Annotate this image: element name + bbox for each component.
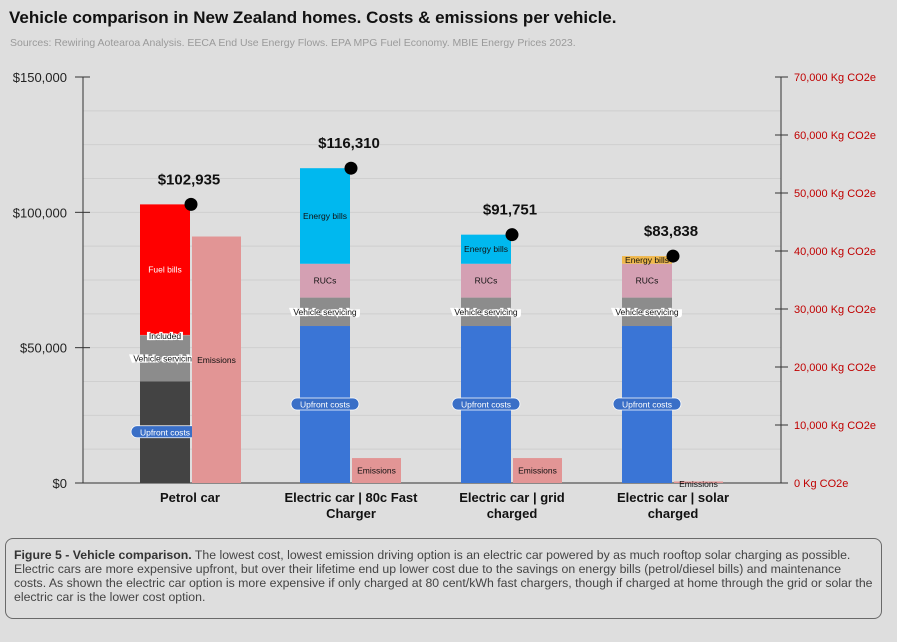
total-label: $116,310 bbox=[318, 135, 380, 152]
segment-label: Included bbox=[149, 331, 181, 341]
segment-label: RUCs bbox=[475, 276, 498, 286]
bar-segment bbox=[140, 335, 190, 382]
bar-segment bbox=[461, 234, 511, 264]
total-marker bbox=[344, 161, 358, 175]
y-right-tick-label: 70,000 Kg CO2e bbox=[794, 72, 876, 84]
total-marker bbox=[184, 197, 198, 211]
emissions-bar bbox=[674, 481, 723, 483]
y-right-tick-label: 0 Kg CO2e bbox=[794, 478, 848, 490]
emissions-bar bbox=[192, 236, 241, 483]
x-category-label: Electric car | solar bbox=[617, 490, 729, 505]
total-label: $102,935 bbox=[158, 171, 221, 188]
y-left-tick-label: $0 bbox=[53, 476, 67, 491]
bar-segment bbox=[300, 168, 350, 264]
segment-label: RUCs bbox=[314, 276, 337, 286]
emissions-label: Emissions bbox=[679, 479, 718, 489]
chart-title: Vehicle comparison in New Zealand homes.… bbox=[9, 8, 617, 27]
segment-label: Vehicle servicing bbox=[133, 353, 197, 363]
segment-label: Vehicle servicing bbox=[293, 307, 357, 317]
chart-subtitle: Sources: Rewiring Aotearoa Analysis. EEC… bbox=[10, 37, 576, 49]
segment-label: Upfront costs bbox=[140, 427, 190, 437]
figure-caption: Figure 5 - Vehicle comparison. The lowes… bbox=[5, 538, 882, 619]
emissions-bar bbox=[513, 458, 562, 483]
total-marker bbox=[505, 228, 519, 242]
bar-segment bbox=[622, 256, 672, 264]
segment-label-pill bbox=[451, 397, 521, 411]
x-category-label: charged bbox=[648, 506, 699, 521]
bar-segment bbox=[461, 297, 511, 327]
segment-label-halo: Vehicle servicing bbox=[131, 353, 200, 363]
total-label: $83,838 bbox=[644, 223, 698, 240]
y-right-tick-label: 20,000 Kg CO2e bbox=[794, 362, 876, 374]
emissions-label: Emissions bbox=[197, 355, 236, 365]
y-right-tick-label: 30,000 Kg CO2e bbox=[794, 304, 876, 316]
y-right-tick-label: 40,000 Kg CO2e bbox=[794, 246, 876, 258]
segment-label: Energy bills bbox=[625, 255, 669, 265]
bar-segment bbox=[461, 263, 511, 298]
segment-label: Vehicle servicing bbox=[454, 307, 518, 317]
x-category-label: charged bbox=[487, 506, 538, 521]
segment-label-pill bbox=[612, 397, 682, 411]
y-right-tick-label: 50,000 Kg CO2e bbox=[794, 188, 876, 200]
segment-label-halo: Included bbox=[148, 331, 183, 341]
total-marker bbox=[666, 249, 680, 263]
emissions-bar bbox=[352, 458, 401, 483]
emissions-label: Emissions bbox=[518, 466, 557, 476]
bar-segment bbox=[622, 297, 672, 327]
segment-label: Upfront costs bbox=[461, 400, 511, 410]
segment-label-pill bbox=[290, 397, 360, 411]
y-right-tick-label: 10,000 Kg CO2e bbox=[794, 420, 876, 432]
segment-label-halo: Vehicle servicing bbox=[291, 307, 360, 317]
y-left-tick-label: $150,000 bbox=[13, 70, 67, 85]
segment-label: Fuel bills bbox=[148, 265, 182, 275]
segment-label: Vehicle servicing bbox=[615, 307, 679, 317]
segment-label: Energy bills bbox=[303, 211, 347, 221]
segment-label: RUCs bbox=[636, 276, 659, 286]
bar-segment bbox=[300, 297, 350, 327]
x-category-label: Electric car | grid bbox=[459, 490, 565, 505]
segment-label: Upfront costs bbox=[300, 400, 350, 410]
total-label: $91,751 bbox=[483, 202, 537, 219]
bar-segment bbox=[622, 263, 672, 298]
caption-text: The lowest cost, lowest emission driving… bbox=[14, 548, 873, 604]
bar-segment bbox=[300, 263, 350, 298]
x-category-label: Charger bbox=[326, 506, 376, 521]
emissions-label: Emissions bbox=[357, 466, 396, 476]
segment-label: Upfront costs bbox=[622, 400, 672, 410]
segment-label-halo: Vehicle servicing bbox=[613, 307, 682, 317]
caption-bold: Figure 5 - Vehicle comparison. bbox=[14, 548, 192, 562]
segment-label: Energy bills bbox=[464, 244, 508, 254]
bar-segment bbox=[140, 334, 190, 336]
y-right-tick-label: 60,000 Kg CO2e bbox=[794, 130, 876, 142]
segment-label-halo: Vehicle servicing bbox=[452, 307, 521, 317]
vehicle-comparison-chart: $0 $50,000 $100,000 $150,000 0 Kg CO2e 10,000… bbox=[13, 70, 876, 521]
x-category-label: Electric car | 80c Fast bbox=[285, 490, 419, 505]
y-left-tick-label: $50,000 bbox=[20, 341, 67, 356]
x-category-label: Petrol car bbox=[160, 490, 220, 505]
bar-segment bbox=[140, 204, 190, 335]
y-left-tick-label: $100,000 bbox=[13, 205, 67, 220]
